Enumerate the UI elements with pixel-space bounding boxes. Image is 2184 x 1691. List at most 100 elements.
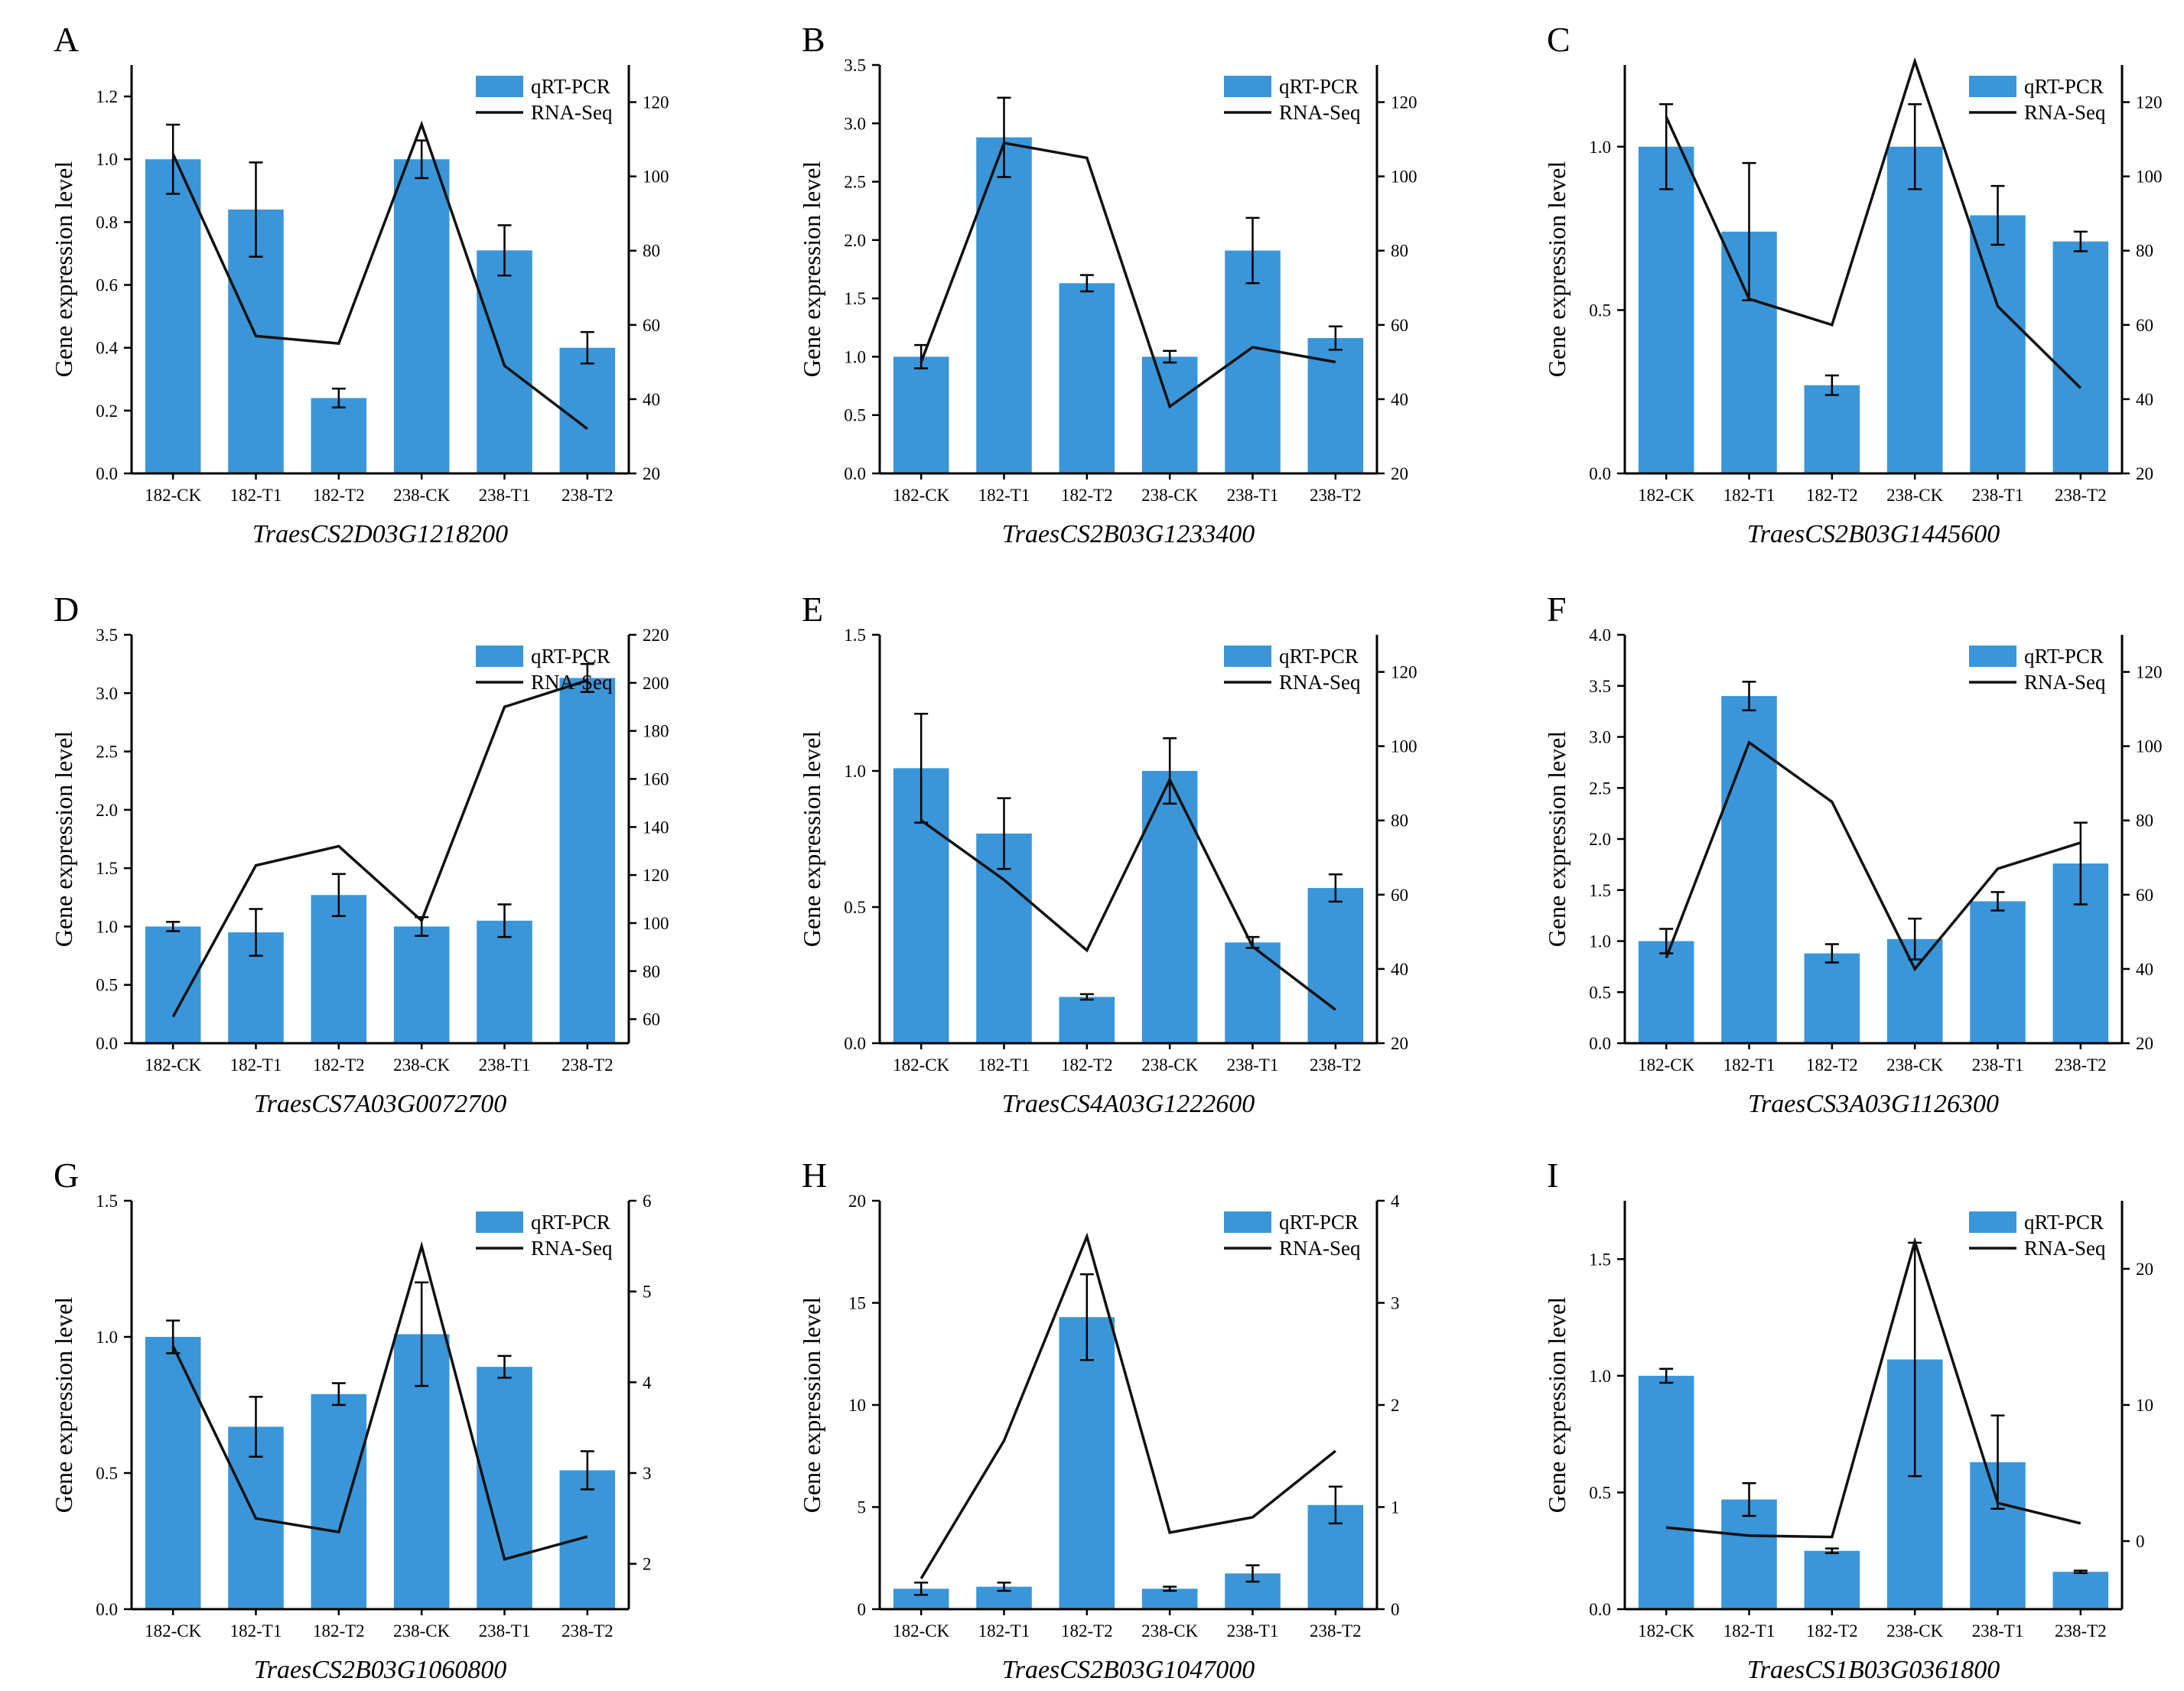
legend-label-bar: qRT-PCR: [1279, 645, 1359, 668]
error-bar-238-T1: [1990, 1414, 2005, 1511]
y-right-tick-label: 60: [2136, 886, 2153, 905]
y-left-tick-label: 1.5: [1589, 881, 1611, 900]
rna-seq-line: [919, 1232, 1336, 1579]
y-right-tick-label: 0: [1391, 1600, 1400, 1619]
bar-238-T2: [2052, 1572, 2109, 1609]
bar-182-T1: [976, 137, 1032, 473]
bar-238-T2: [1307, 888, 1364, 1043]
rna-seq-line: [1665, 740, 2081, 972]
y-right-tick-label: 60: [2136, 316, 2153, 335]
error-bar-238-T1: [1990, 184, 2005, 246]
x-tick-label-238-T1: 238-T1: [1227, 1055, 1279, 1075]
y-left-tick-label: 1.0: [844, 762, 866, 781]
y-right-tick-label: 60: [643, 1010, 660, 1029]
error-bar-238-T2: [580, 1450, 594, 1491]
x-tick-label-182-T2: 182-T2: [1061, 1055, 1113, 1075]
y-left-tick-label: 1.5: [844, 289, 866, 308]
x-tick-label-182-T1: 182-T1: [230, 1055, 282, 1075]
y-right-tick-label: 80: [1391, 811, 1408, 831]
y-left-tick-label: 0.0: [1589, 464, 1611, 483]
y-left-tick-label: 4.0: [1589, 626, 1611, 645]
legend-label-line: RNA-Seq: [2024, 671, 2106, 694]
bar-238-CK: [393, 159, 450, 473]
x-tick-label-238-T1: 238-T1: [1972, 1621, 2024, 1641]
legend-swatch-bar: [476, 646, 523, 667]
y-right-tick-label: 4: [1391, 1192, 1400, 1211]
y-axis-label: Gene expression level: [1543, 1297, 1570, 1514]
panel-A: A 0.0 0.2 0.4 0.6 0.8 1.0 1.2 20 40 60 80 100 120 182-…: [50, 20, 669, 548]
y-left-tick-label: 1.2: [96, 87, 118, 106]
y-right-tick-label: 120: [2136, 663, 2163, 682]
y-axis-label: Gene expression level: [1543, 161, 1570, 378]
y-left-tick-label: 2.5: [96, 743, 118, 762]
y-left-tick-label: 1.5: [96, 1192, 118, 1211]
bar-238-T2: [1307, 338, 1364, 473]
y-right-tick-label: 80: [2136, 811, 2153, 831]
error-bar-182-T2: [1824, 1547, 1839, 1555]
x-tick-label-182-T1: 182-T1: [978, 1055, 1030, 1075]
y-right-tick-label: 3: [643, 1464, 652, 1483]
legend-swatch-bar: [1224, 76, 1271, 97]
y-right-tick-label: 10: [2136, 1396, 2153, 1415]
x-tick-label-238-T1: 238-T1: [479, 1621, 531, 1641]
panel-letter: G: [54, 1156, 79, 1195]
bar-182-T1: [1721, 1499, 1777, 1609]
x-tick-label-182-T2: 182-T2: [313, 1621, 365, 1641]
y-left-tick-label: 10: [848, 1396, 866, 1415]
panel-letter: B: [802, 20, 825, 59]
panel-H: H 0 5 10 15 20 0 1 2 3 4 182-CK 182-T1 182-T2 238-CK 23…: [798, 1156, 1400, 1684]
error-bar-182-T2: [1079, 1273, 1094, 1361]
error-bar-182-T1: [997, 797, 1011, 870]
x-tick-label-182-CK: 182-CK: [893, 486, 950, 505]
y-right-tick-label: 20: [1391, 464, 1408, 483]
y-left-tick-label: 3.5: [96, 626, 118, 645]
error-bar-238-CK: [1163, 737, 1177, 805]
y-left-tick-label: 0.0: [1589, 1600, 1611, 1619]
x-tick-label-238-T2: 238-T2: [561, 1055, 614, 1075]
y-left-tick-label: 0.5: [96, 1464, 118, 1483]
panel-F: F 0.0 0.5 1.0 1.5 2.0 2.5 3.0 3.5 4.0 20 40 60 80 100 1…: [1543, 590, 2163, 1118]
y-left-tick-label: 0.5: [1589, 983, 1611, 1002]
legend-label-bar: qRT-PCR: [531, 1211, 610, 1234]
x-tick-label-182-T2: 182-T2: [1061, 1621, 1113, 1641]
y-left-tick-label: 0.5: [844, 406, 866, 425]
bar-182-T2: [311, 1393, 367, 1609]
y-left-tick-label: 3.5: [844, 56, 866, 75]
rna-seq-line: [1665, 57, 2082, 389]
y-right-tick-label: 200: [643, 674, 669, 693]
y-right-tick-label: 80: [643, 962, 660, 981]
x-tick-label-182-T1: 182-T1: [230, 486, 282, 505]
rna-seq-line: [171, 120, 588, 431]
gene-title: TraesCS4A03G1222600: [1002, 1090, 1255, 1118]
x-tick-label-238-T2: 238-T2: [1310, 1621, 1362, 1641]
bar-238-T2: [559, 1470, 616, 1609]
x-tick-label-238-CK: 238-CK: [393, 486, 451, 505]
error-bar-238-T1: [497, 224, 512, 277]
panel-letter: D: [54, 590, 79, 629]
error-bar-182-T1: [249, 1396, 263, 1458]
y-left-tick-label: 15: [848, 1294, 866, 1313]
y-left-tick-label: 20: [848, 1192, 866, 1211]
gene-title: TraesCS1B03G0361800: [1747, 1656, 2000, 1684]
y-left-tick-label: 0.6: [96, 276, 118, 295]
panel-I: I 0.0 0.5 1.0 1.5 0 10 20 182-CK 182-T1 182-T2 238-…: [1543, 1156, 2153, 1684]
error-bar-238-CK: [415, 1281, 429, 1387]
x-tick-label-238-T1: 238-T1: [1972, 1055, 2024, 1075]
y-axis-label: Gene expression level: [798, 1297, 825, 1514]
y-left-tick-label: 0.5: [96, 976, 118, 995]
error-bar-182-T1: [997, 96, 1011, 178]
y-left-tick-label: 0.8: [96, 213, 118, 232]
x-tick-label-182-CK: 182-CK: [145, 1621, 202, 1641]
y-axis-label: Gene expression level: [1543, 731, 1570, 948]
gene-title: TraesCS2B03G1060800: [254, 1656, 507, 1684]
y-left-tick-label: 0.0: [1589, 1034, 1611, 1053]
x-tick-label-238-T1: 238-T1: [1227, 486, 1279, 505]
y-left-tick-label: 0: [858, 1600, 867, 1619]
y-right-tick-label: 40: [1391, 960, 1408, 979]
y-left-tick-label: 2.5: [844, 173, 866, 192]
y-right-tick-label: 220: [643, 626, 669, 645]
y-right-tick-label: 40: [2136, 390, 2153, 409]
error-bar-238-CK: [1163, 1585, 1177, 1592]
error-bar-238-T1: [497, 903, 512, 938]
